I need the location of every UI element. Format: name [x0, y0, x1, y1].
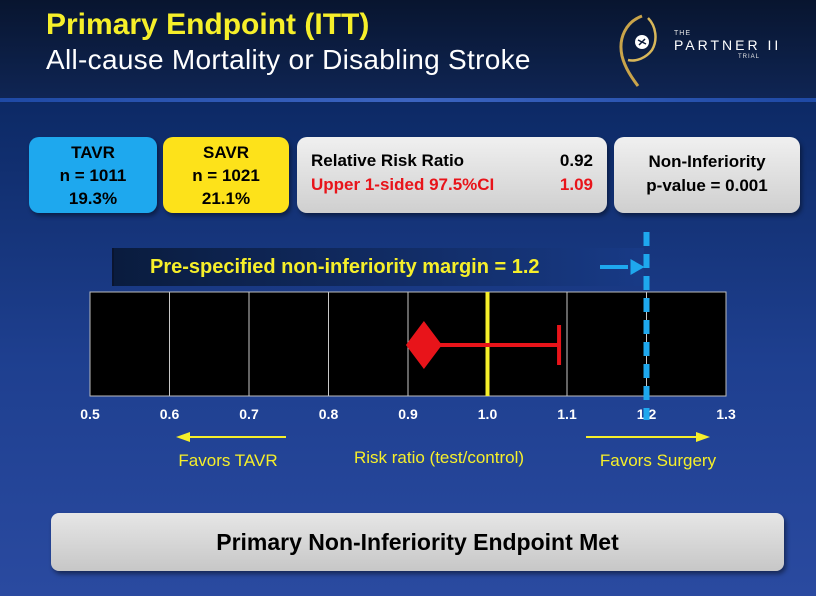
upper-ci-row: Upper 1-sided 97.5%CI 1.09: [311, 175, 593, 199]
risk-ratio-box: Relative Risk Ratio 0.92 Upper 1-sided 9…: [297, 137, 607, 213]
non-inferiority-label: Non-Inferiority: [648, 152, 766, 171]
favors-tavr-label: Favors TAVR: [178, 451, 277, 470]
non-inferiority-box: Non-Inferiority p-value = 0.001: [614, 137, 800, 213]
logo-trial-text: TRIAL: [738, 54, 761, 60]
tavr-n: n = 1011: [59, 166, 127, 185]
forest-plot: 0.50.60.70.80.91.01.11.21.3 Favors TAVRR…: [80, 232, 736, 470]
x-axis-label: Risk ratio (test/control): [354, 448, 524, 467]
page-title: Primary Endpoint (ITT): [46, 8, 370, 41]
upper-ci-label: Upper 1-sided 97.5%CI: [311, 175, 495, 194]
favors-surgery-label: Favors Surgery: [600, 451, 717, 470]
savr-pct: 21.1%: [201, 189, 251, 208]
upper-ci-value: 1.09: [559, 175, 593, 194]
risk-ratio-label: Relative Risk Ratio: [311, 151, 465, 170]
x-tick-label: 0.7: [239, 406, 259, 422]
favors-surgery-arrow-head: [696, 432, 710, 442]
partner-logo: THE PARTNER II TRIAL: [612, 10, 802, 90]
x-tick-label: 0.6: [160, 406, 180, 422]
plot-annotations: Favors TAVR Risk ratio (test/control) Favo…: [176, 432, 717, 470]
header-bar: [0, 0, 816, 98]
favors-tavr-arrow-head: [176, 432, 190, 442]
header-divider: [0, 98, 816, 102]
logo-name-text: PARTNER II: [674, 37, 782, 53]
tavr-box: TAVR n = 1011 19.3%: [29, 137, 157, 213]
x-tick-label: 1.3: [716, 406, 736, 422]
page-subtitle: All-cause Mortality or Disabling Stroke: [46, 44, 531, 75]
margin-text: Pre-specified non-inferiority margin = 1…: [150, 256, 540, 278]
x-tick-label: 0.8: [319, 406, 339, 422]
non-inferiority-pvalue: p-value = 0.001: [646, 176, 768, 195]
x-tick-label: 0.9: [398, 406, 418, 422]
margin-banner: [112, 248, 644, 286]
tavr-label: TAVR: [71, 143, 115, 162]
risk-ratio-value: 0.92: [559, 151, 593, 170]
savr-box: SAVR n = 1021 21.1%: [163, 137, 289, 213]
logo-the-text: THE: [674, 30, 691, 37]
x-tick-label: 1.1: [557, 406, 577, 422]
point-estimate-diamond: [405, 321, 442, 369]
x-axis-ticks: 0.50.60.70.80.91.01.11.21.3: [80, 406, 736, 422]
conclusion-box: Primary Non-Inferiority Endpoint Met: [51, 513, 784, 571]
plot-marks: [405, 232, 650, 420]
risk-ratio-row: Relative Risk Ratio 0.92: [311, 151, 593, 175]
savr-label: SAVR: [203, 143, 249, 162]
savr-n: n = 1021: [192, 166, 260, 185]
x-tick-label: 0.5: [80, 406, 100, 422]
partner-logo-emblem-icon: [619, 14, 657, 87]
margin-arrow-head: [630, 259, 645, 275]
x-tick-label: 1.0: [478, 406, 498, 422]
tavr-pct: 19.3%: [68, 189, 118, 208]
